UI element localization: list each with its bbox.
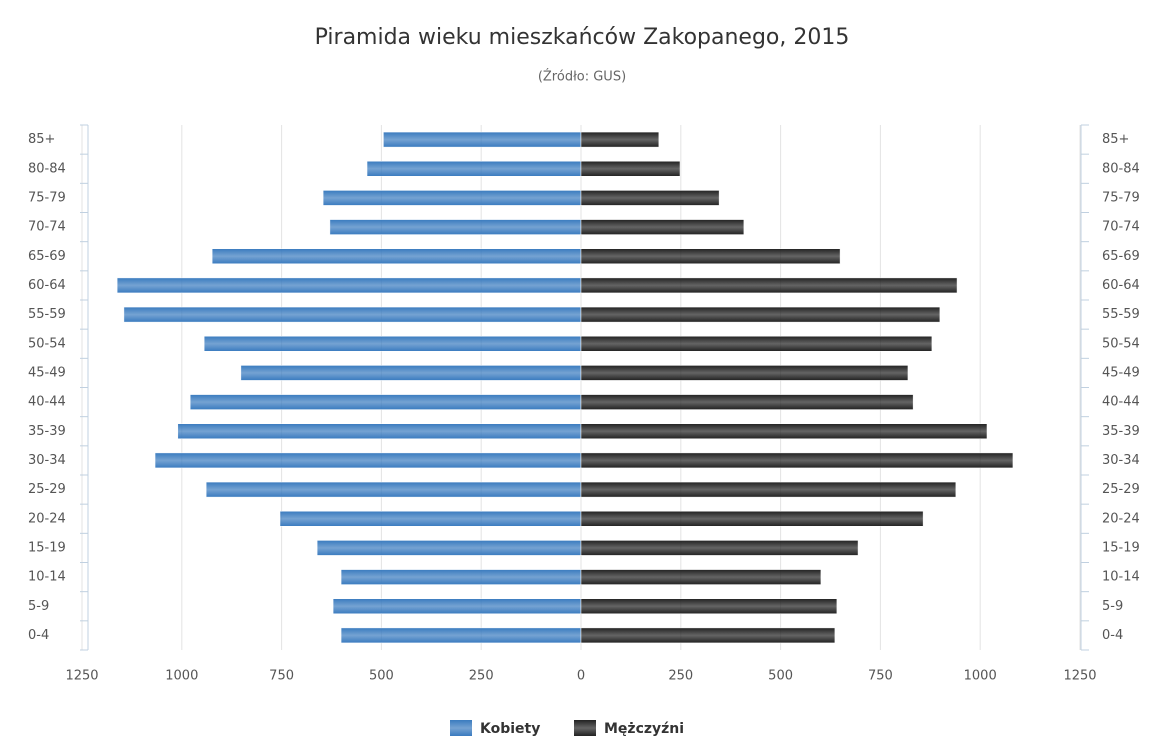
y-tick-label: 40-44 bbox=[28, 395, 66, 410]
bar bbox=[340, 569, 582, 585]
legend-swatch bbox=[574, 720, 596, 736]
bar bbox=[580, 452, 1014, 469]
y-tick-label: 45-49 bbox=[28, 365, 66, 380]
legend-label: Mężczyźni bbox=[604, 721, 684, 737]
y-tick-label: 70-74 bbox=[28, 220, 66, 235]
bar bbox=[580, 219, 745, 235]
y-tick-label: 35-39 bbox=[1102, 424, 1140, 439]
bar bbox=[322, 190, 582, 206]
bar bbox=[211, 248, 582, 264]
bar bbox=[580, 277, 958, 294]
x-tick-label: 1250 bbox=[1063, 669, 1096, 684]
x-tick-label: 250 bbox=[668, 669, 693, 684]
x-tick-label: 750 bbox=[269, 669, 294, 684]
y-tick-label: 55-59 bbox=[1102, 307, 1140, 322]
chart-title: Piramida wieku mieszkańców Zakopanego, 2… bbox=[315, 25, 850, 50]
y-tick-label: 65-69 bbox=[28, 249, 66, 264]
y-tick-label: 30-34 bbox=[1102, 453, 1140, 468]
bar bbox=[123, 306, 582, 323]
bar bbox=[154, 452, 582, 469]
y-tick-label: 5-9 bbox=[1102, 599, 1123, 614]
bar bbox=[177, 423, 582, 439]
y-tick-label: 5-9 bbox=[28, 599, 49, 614]
bar bbox=[580, 131, 660, 148]
y-tick-label: 80-84 bbox=[1102, 161, 1140, 176]
y-tick-label: 70-74 bbox=[1102, 220, 1140, 235]
bar bbox=[580, 161, 681, 177]
bar bbox=[240, 365, 582, 381]
y-tick-label: 55-59 bbox=[28, 307, 66, 322]
bar bbox=[580, 365, 909, 381]
y-tick-label: 75-79 bbox=[28, 190, 66, 205]
legend-swatch bbox=[450, 720, 472, 736]
bar bbox=[366, 161, 582, 177]
bar bbox=[383, 131, 582, 148]
y-tick-label: 25-29 bbox=[1102, 482, 1140, 497]
y-tick-label: 75-79 bbox=[1102, 190, 1140, 205]
bar bbox=[580, 306, 941, 323]
x-tick-label: 1250 bbox=[65, 669, 98, 684]
bar bbox=[580, 481, 957, 498]
y-tick-label: 10-14 bbox=[28, 570, 66, 585]
y-tick-label: 15-19 bbox=[28, 540, 66, 555]
y-tick-label: 40-44 bbox=[1102, 395, 1140, 410]
y-tick-label: 15-19 bbox=[1102, 540, 1140, 555]
bar bbox=[580, 336, 933, 352]
bar bbox=[580, 627, 836, 644]
y-tick-label: 10-14 bbox=[1102, 570, 1140, 585]
bar bbox=[580, 423, 988, 439]
bar bbox=[580, 394, 914, 410]
y-tick-label: 50-54 bbox=[1102, 336, 1140, 351]
y-tick-label: 50-54 bbox=[28, 336, 66, 351]
x-tick-label: 500 bbox=[369, 669, 394, 684]
bar bbox=[203, 336, 582, 352]
bar bbox=[580, 248, 841, 264]
x-tick-label: 1000 bbox=[964, 669, 997, 684]
y-tick-label: 60-64 bbox=[28, 278, 66, 293]
x-tick-label: 1000 bbox=[165, 669, 198, 684]
x-tick-label: 500 bbox=[768, 669, 793, 684]
y-tick-label: 35-39 bbox=[28, 424, 66, 439]
bar bbox=[580, 511, 924, 527]
bar bbox=[340, 627, 582, 644]
legend-label: Kobiety bbox=[480, 721, 540, 737]
x-tick-label: 250 bbox=[469, 669, 494, 684]
bar bbox=[329, 219, 582, 235]
bar bbox=[332, 598, 582, 614]
x-tick-label: 0 bbox=[577, 669, 585, 684]
y-tick-label: 65-69 bbox=[1102, 249, 1140, 264]
bar bbox=[580, 598, 838, 614]
chart-subtitle: (Źródło: GUS) bbox=[538, 69, 626, 85]
bar bbox=[116, 277, 582, 294]
y-tick-label: 0-4 bbox=[1102, 628, 1123, 643]
bar bbox=[580, 190, 720, 206]
y-tick-label: 0-4 bbox=[28, 628, 49, 643]
bar bbox=[580, 569, 822, 585]
bar bbox=[189, 394, 582, 410]
bar bbox=[580, 540, 859, 556]
y-tick-label: 60-64 bbox=[1102, 278, 1140, 293]
bar bbox=[279, 511, 582, 527]
y-tick-label: 80-84 bbox=[28, 161, 66, 176]
y-tick-label: 25-29 bbox=[28, 482, 66, 497]
bar bbox=[205, 481, 582, 498]
y-tick-label: 85+ bbox=[1102, 132, 1129, 147]
y-tick-label: 20-24 bbox=[28, 511, 66, 526]
y-tick-label: 20-24 bbox=[1102, 511, 1140, 526]
y-tick-label: 30-34 bbox=[28, 453, 66, 468]
y-tick-label: 85+ bbox=[28, 132, 55, 147]
x-tick-label: 750 bbox=[868, 669, 893, 684]
bar bbox=[316, 540, 582, 556]
y-tick-label: 45-49 bbox=[1102, 365, 1140, 380]
